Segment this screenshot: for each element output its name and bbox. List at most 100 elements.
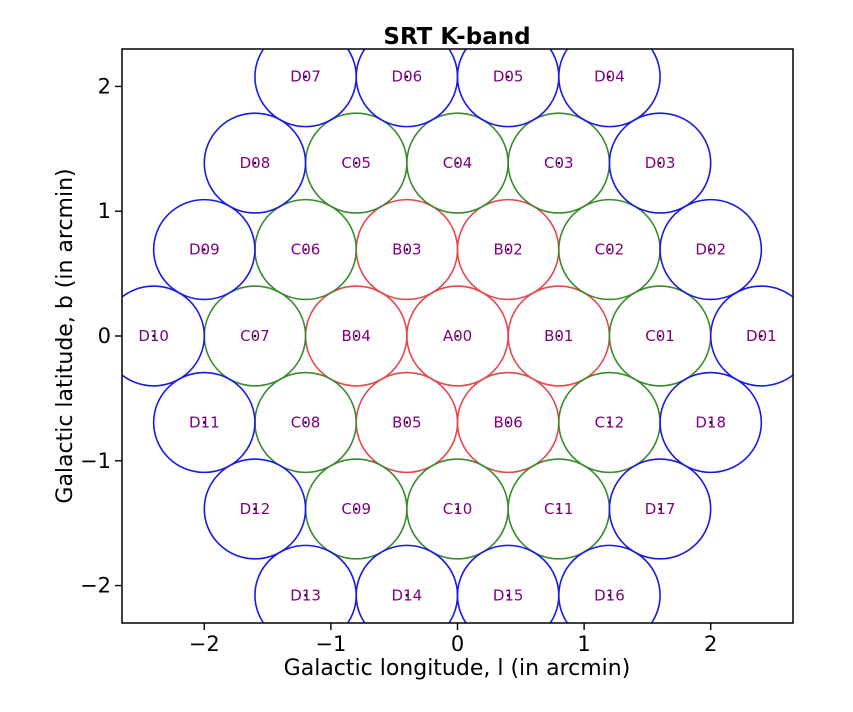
beam-label: C10 <box>443 500 473 518</box>
beam-center-marker <box>202 248 206 251</box>
beam-label: D04 <box>594 68 625 86</box>
beam-center-marker <box>557 507 561 511</box>
beam-label: D10 <box>138 327 169 345</box>
beam-label: D08 <box>240 154 271 172</box>
beam-label: D05 <box>493 68 524 86</box>
beam-label: B05 <box>392 413 421 431</box>
beam-circle <box>152 198 256 301</box>
beam-center-marker <box>709 248 713 251</box>
beam-center-marker <box>405 421 409 424</box>
beam-circle <box>608 112 712 214</box>
y-tick-label: −2 <box>80 574 111 598</box>
beam-center-marker <box>608 248 611 251</box>
beam-label: D16 <box>594 586 625 604</box>
beam-label: C05 <box>341 154 371 172</box>
beam-b05: B05 <box>355 371 459 474</box>
beam-circle <box>557 544 661 623</box>
beam-center-marker <box>253 161 257 165</box>
beam-b01: B01 <box>507 285 611 387</box>
beam-c02: C02 <box>557 198 661 301</box>
beam-c12: C12 <box>557 371 661 474</box>
beam-center-marker <box>506 248 510 251</box>
beam-center-marker <box>304 75 307 79</box>
beam-c05: C05 <box>304 112 408 214</box>
beam-c08: C08 <box>254 371 358 474</box>
y-axis-label: Galactic latitude, b (in arcmin) <box>53 168 78 503</box>
beam-center-marker <box>557 161 561 165</box>
beam-center-marker <box>253 334 257 338</box>
beam-label: D07 <box>290 68 321 86</box>
beam-label: D18 <box>695 413 726 431</box>
beam-label: B04 <box>342 327 371 345</box>
beam-circle <box>659 371 763 474</box>
beam-d07: D07 <box>254 49 358 128</box>
beam-center-marker <box>608 593 611 597</box>
beam-b02: B02 <box>456 198 560 301</box>
beam-center-marker <box>202 421 206 424</box>
beam-d11: D11 <box>152 371 256 474</box>
beam-circle <box>122 285 206 387</box>
beam-label: B06 <box>493 413 522 431</box>
beam-d14: D14 <box>355 544 459 623</box>
beam-center-marker <box>658 161 662 165</box>
beam-label: D12 <box>240 500 271 518</box>
beam-d12: D12 <box>203 458 307 560</box>
beam-label: C06 <box>291 241 321 259</box>
beams-layer: A00 B01 B02 B03 B04 B05 B06 C01 C02 C03 C04 C05 C06 C… <box>122 49 793 623</box>
x-tick-label: −2 <box>189 632 220 656</box>
beam-center-marker <box>152 334 155 338</box>
y-tick-label: 2 <box>98 74 111 98</box>
beam-center-marker <box>253 507 257 511</box>
beam-label: D15 <box>493 586 524 604</box>
beam-circle <box>709 285 793 387</box>
beam-label: D03 <box>645 154 676 172</box>
beam-label: B03 <box>392 241 421 259</box>
x-tick-label: −1 <box>315 632 346 656</box>
y-tick-label: 1 <box>98 199 111 223</box>
beam-label: A00 <box>443 327 472 345</box>
beam-label: C03 <box>544 154 574 172</box>
beam-label: D17 <box>645 500 676 518</box>
beam-c04: C04 <box>406 112 509 214</box>
beam-label: D14 <box>392 586 423 604</box>
beam-d18: D18 <box>659 371 763 474</box>
beam-d01: D01 <box>709 285 793 387</box>
beam-d09: D09 <box>152 198 256 301</box>
beam-center-marker <box>709 421 713 424</box>
beam-center-marker <box>354 507 358 511</box>
beam-center-marker <box>304 593 307 597</box>
beam-center-marker <box>557 334 561 338</box>
beam-d16: D16 <box>557 544 661 623</box>
beam-label: C04 <box>443 154 473 172</box>
beam-label: C09 <box>341 500 371 518</box>
beam-center-marker <box>658 507 662 511</box>
beam-d13: D13 <box>254 544 358 623</box>
beam-c11: C11 <box>507 458 611 560</box>
beam-circle <box>254 49 358 128</box>
beam-d15: D15 <box>456 544 560 623</box>
beam-center-marker <box>608 421 611 424</box>
beam-center-marker <box>658 334 662 338</box>
beam-center-marker <box>506 593 510 597</box>
beam-label: C01 <box>645 327 675 345</box>
beam-d02: D02 <box>659 198 763 301</box>
y-tick-label: −1 <box>80 449 111 473</box>
beam-center-marker <box>456 507 459 511</box>
axis-ticks: −2 −1 0 1 2 −2 −1 0 1 2 <box>80 74 717 656</box>
beam-label: D13 <box>290 586 321 604</box>
beam-a00: A00 <box>406 285 509 387</box>
beam-label: B01 <box>544 327 573 345</box>
beam-circle <box>152 371 256 474</box>
beam-center-marker <box>354 334 358 338</box>
beam-c10: C10 <box>406 458 509 560</box>
beam-c09: C09 <box>304 458 408 560</box>
x-axis-label: Galactic longitude, l (in arcmin) <box>284 656 631 681</box>
beam-d08: D08 <box>203 112 307 214</box>
beam-c07: C07 <box>203 285 307 387</box>
beam-center-marker <box>506 421 510 424</box>
y-tick-label: 0 <box>98 324 111 348</box>
beam-center-marker <box>760 334 763 338</box>
beam-center-marker <box>405 593 409 597</box>
beam-label: D02 <box>695 241 726 259</box>
beam-label: C11 <box>544 500 574 518</box>
